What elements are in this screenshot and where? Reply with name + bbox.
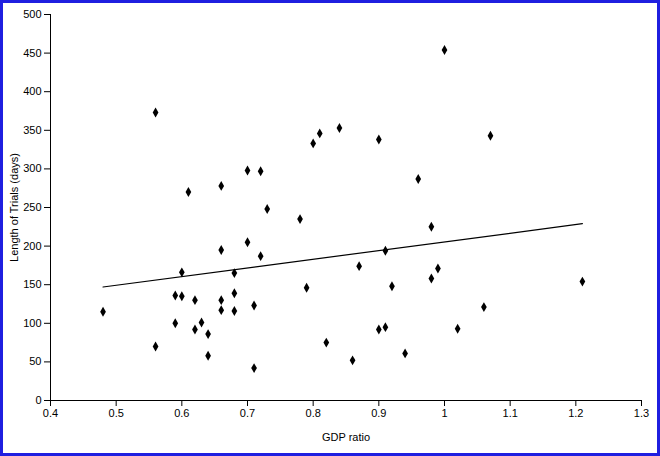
svg-text:GDP ratio: GDP ratio [322, 431, 370, 443]
svg-text:300: 300 [23, 162, 41, 174]
svg-text:0.5: 0.5 [109, 407, 124, 419]
svg-text:0: 0 [35, 394, 41, 406]
svg-text:0.6: 0.6 [174, 407, 189, 419]
svg-text:50: 50 [29, 355, 41, 367]
svg-text:0.4: 0.4 [43, 407, 58, 419]
svg-text:0.7: 0.7 [240, 407, 255, 419]
svg-text:0.9: 0.9 [371, 407, 386, 419]
svg-text:1: 1 [441, 407, 447, 419]
svg-text:150: 150 [23, 278, 41, 290]
svg-text:400: 400 [23, 85, 41, 97]
svg-text:350: 350 [23, 124, 41, 136]
svg-text:0.8: 0.8 [306, 407, 321, 419]
svg-text:1.1: 1.1 [503, 407, 518, 419]
svg-text:200: 200 [23, 240, 41, 252]
svg-text:Length of Trials (days): Length of Trials (days) [8, 153, 20, 262]
svg-text:100: 100 [23, 317, 41, 329]
svg-text:1.2: 1.2 [568, 407, 583, 419]
svg-text:450: 450 [23, 47, 41, 59]
svg-text:1.3: 1.3 [634, 407, 649, 419]
svg-text:250: 250 [23, 201, 41, 213]
svg-text:500: 500 [23, 8, 41, 20]
